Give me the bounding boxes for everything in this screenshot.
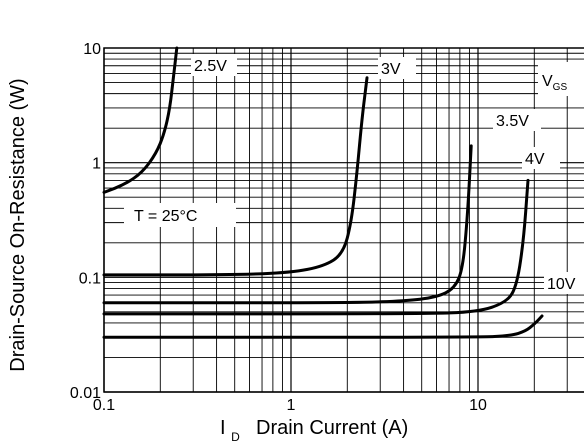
legend-title: VGS xyxy=(542,73,567,93)
annotation-bg xyxy=(124,203,236,227)
series-label: 3V xyxy=(381,61,401,78)
svg-text:I D: I D xyxy=(220,417,240,443)
plot-border xyxy=(103,47,584,393)
series-label-bg xyxy=(378,57,416,79)
grid xyxy=(103,48,584,393)
series-line xyxy=(102,76,369,277)
legend-title-bg xyxy=(538,62,584,96)
series-group xyxy=(102,46,544,339)
x-tick-label: 1 xyxy=(287,397,296,414)
series-label-bg xyxy=(544,272,584,294)
y-tick-label: 0.01 xyxy=(70,385,101,402)
y-axis-label: Drain-Source On-Resistance (W) xyxy=(7,78,29,371)
x-axis-title: Drain Current (A) xyxy=(256,417,408,439)
series-label: 10V xyxy=(547,276,576,293)
x-axis-symbol-sub: D xyxy=(231,430,240,443)
series-line xyxy=(102,144,473,305)
x-tick-label: 10 xyxy=(469,397,487,414)
x-axis-label: I D Drain Current (A) xyxy=(220,417,408,443)
curve-labels: 2.5V 3V 3.5V 4V 10V T = 25°C VGS xyxy=(124,54,584,294)
series-line xyxy=(102,46,179,194)
series-label: 4V xyxy=(525,151,545,168)
y-tick-label: 0.1 xyxy=(79,270,101,287)
y-tick-label: 1 xyxy=(92,156,101,173)
series-label: 2.5V xyxy=(194,58,227,75)
series-line xyxy=(102,178,530,316)
x-tick-label: 0.1 xyxy=(93,397,115,414)
series-label-bg xyxy=(493,109,541,131)
x-axis-symbol: I xyxy=(220,417,226,439)
series-line xyxy=(102,314,544,339)
y-tick-label: 10 xyxy=(83,41,101,58)
annotation-temperature: T = 25°C xyxy=(134,208,197,225)
series-label-bg xyxy=(191,54,237,76)
series-label: 3.5V xyxy=(496,113,529,130)
series-label-bg xyxy=(522,147,560,169)
